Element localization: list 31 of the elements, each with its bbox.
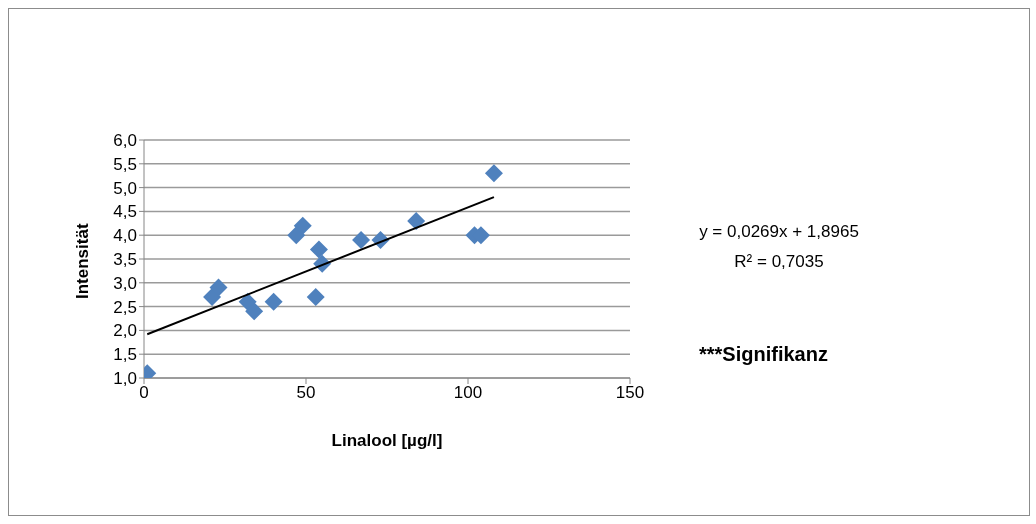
y-tick-label: 3,5 — [113, 250, 137, 270]
point — [203, 288, 222, 307]
text: R² = 0,7035 — [733, 251, 825, 273]
point — [209, 278, 228, 297]
y-axis-title: Intensität — [73, 223, 93, 299]
y-tick-label: 4,5 — [113, 202, 137, 222]
y-tick-label: 6,0 — [113, 131, 137, 151]
point — [309, 240, 328, 259]
point — [293, 216, 312, 235]
y-tick-label: 1,5 — [113, 345, 137, 365]
y-tick-label: 5,0 — [113, 178, 137, 198]
point — [306, 288, 325, 307]
x-axis-title: Linalool [µg/l] — [331, 431, 443, 451]
y-tick-label: 2,5 — [113, 297, 137, 317]
point — [245, 302, 264, 321]
x-tick-label: 100 — [453, 383, 483, 403]
x-tick-label: 0 — [139, 383, 149, 403]
y-tick-label: 4,0 — [113, 226, 137, 246]
point — [352, 230, 371, 249]
point — [287, 226, 306, 245]
y-tick-label: 1,0 — [113, 369, 137, 389]
point — [264, 292, 283, 311]
text: ***Signifikanz — [699, 343, 828, 366]
point — [484, 164, 503, 183]
text: y = 0,0269x + 1,8965 — [698, 221, 860, 243]
x-tick-label: 150 — [615, 383, 645, 403]
point — [407, 211, 426, 230]
y-tick-label: 5,5 — [113, 154, 137, 174]
y-tick-label: 3,0 — [113, 273, 137, 293]
x-tick-label: 50 — [296, 383, 316, 403]
y-tick-label: 2,0 — [113, 321, 137, 341]
